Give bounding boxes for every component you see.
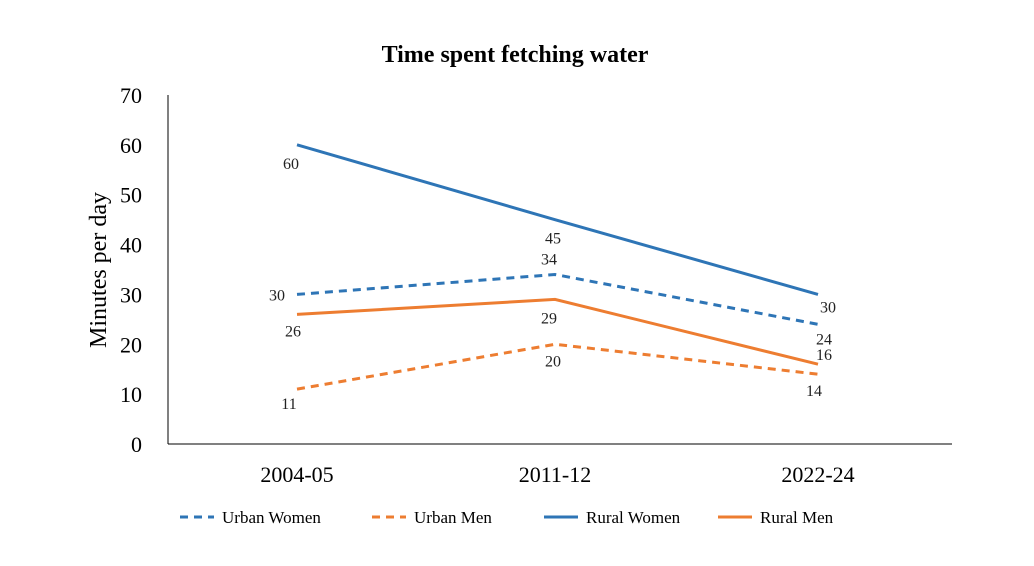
series-line-urban-women bbox=[296, 272, 819, 326]
data-label-rural-women: 30 bbox=[820, 299, 836, 316]
data-label-rural-men: 16 bbox=[816, 347, 832, 364]
y-tick-label: 40 bbox=[120, 233, 142, 258]
x-tick-label: 2022-24 bbox=[781, 462, 854, 487]
data-label-urban-women: 24 bbox=[816, 331, 832, 348]
legend-label-urban-women: Urban Women bbox=[222, 508, 321, 527]
data-label-urban-men: 20 bbox=[545, 353, 561, 370]
x-tick-label: 2011-12 bbox=[519, 462, 592, 487]
data-label-urban-women: 34 bbox=[541, 251, 557, 268]
y-axis-label: Minutes per day bbox=[86, 192, 112, 348]
x-tick-label: 2004-05 bbox=[260, 462, 333, 487]
y-tick-label: 50 bbox=[120, 183, 142, 208]
y-tick-label: 20 bbox=[120, 332, 142, 357]
y-tick-label: 70 bbox=[120, 83, 142, 108]
y-tick-label: 0 bbox=[131, 432, 142, 457]
plot-area: 0 10 20 30 40 50 60 70 2004-05 2011-12 2022-24 30 34… bbox=[120, 83, 952, 487]
legend-label-rural-women: Rural Women bbox=[586, 508, 681, 527]
y-tick-label: 10 bbox=[120, 382, 142, 407]
series-line-rural-women bbox=[296, 143, 819, 296]
legend: Urban Women Urban Men Rural Women Rural Men bbox=[180, 508, 834, 527]
chart-title: Time spent fetching water bbox=[382, 42, 649, 68]
series-line-rural-men bbox=[296, 297, 819, 366]
data-label-rural-men: 29 bbox=[541, 310, 557, 327]
legend-label-urban-men: Urban Men bbox=[414, 508, 492, 527]
data-label-rural-men: 26 bbox=[285, 323, 301, 340]
legend-label-rural-men: Rural Men bbox=[760, 508, 834, 527]
y-tick-label: 30 bbox=[120, 282, 142, 307]
data-label-rural-women: 60 bbox=[283, 156, 299, 173]
data-label-rural-women: 45 bbox=[545, 231, 561, 248]
data-label-urban-women: 30 bbox=[269, 287, 285, 304]
series-line-urban-men bbox=[296, 342, 819, 391]
y-tick-label: 60 bbox=[120, 133, 142, 158]
data-label-urban-men: 14 bbox=[806, 383, 822, 400]
data-label-urban-men: 11 bbox=[281, 396, 296, 413]
